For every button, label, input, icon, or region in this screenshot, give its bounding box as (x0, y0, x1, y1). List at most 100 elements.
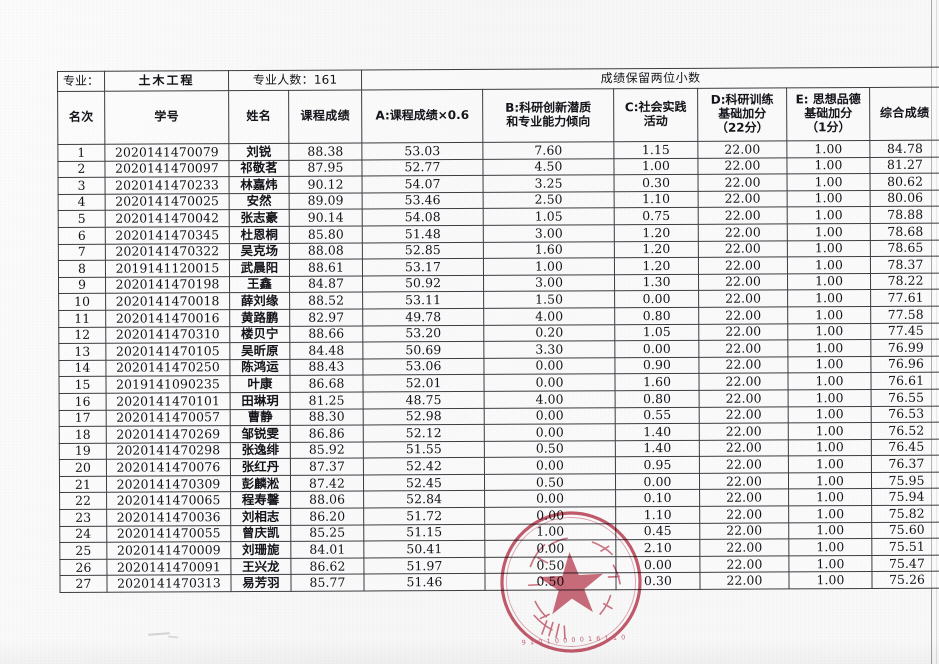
cell-d-training: 22.00 (698, 240, 788, 258)
cell-e-moral: 1.00 (788, 439, 872, 457)
cell-a-weighted: 53.17 (362, 258, 484, 276)
cell-name: 曾庆凯 (230, 525, 291, 542)
cell-name: 薛刘缘 (229, 292, 290, 310)
cell-name: 吴克场 (229, 242, 290, 260)
cell-course-score: 88.38 (288, 143, 362, 160)
cell-b-research: 0.50 (484, 473, 616, 491)
cell-a-weighted: 51.15 (363, 524, 485, 542)
cell-rank: 21 (59, 476, 107, 493)
cell-total: 75.26 (871, 571, 939, 589)
cell-student-id: 2020141470097 (104, 160, 230, 178)
cell-a-weighted: 49.78 (362, 308, 484, 326)
cell-name: 王兴龙 (230, 558, 291, 576)
cell-a-weighted: 50.92 (362, 275, 484, 293)
cell-name: 程寿馨 (230, 491, 291, 509)
cell-course-score: 87.37 (290, 458, 364, 476)
cell-b-research: 1.00 (484, 523, 616, 541)
cell-name: 张红丹 (230, 458, 291, 476)
cell-d-training: 22.00 (699, 522, 789, 540)
header-c-social-practice: C:社会实践 活动 (613, 88, 698, 142)
cell-b-research: 0.20 (483, 324, 615, 342)
cell-d-training: 22.00 (698, 340, 788, 358)
cell-a-weighted: 50.41 (363, 540, 485, 558)
cell-rank: 10 (58, 293, 106, 311)
cell-e-moral: 1.00 (787, 223, 871, 241)
cell-name: 刘珊旎 (230, 541, 291, 559)
cell-total: 76.45 (871, 438, 939, 456)
cell-student-id: 2020141470076 (106, 458, 231, 477)
cell-total: 75.47 (871, 555, 939, 572)
cell-e-moral: 1.00 (788, 505, 872, 523)
cell-total: 80.06 (870, 189, 939, 207)
cell-b-research: 0.00 (484, 423, 616, 442)
cell-course-score: 88.06 (290, 491, 364, 509)
cell-total: 76.99 (870, 339, 939, 357)
cell-e-moral: 1.00 (788, 372, 872, 390)
cell-rank: 20 (59, 459, 107, 477)
cell-total: 84.78 (869, 140, 939, 158)
cell-name: 吴昕原 (229, 342, 290, 360)
cell-total: 76.55 (871, 389, 939, 407)
cell-d-training: 22.00 (697, 140, 787, 158)
cell-course-score: 87.95 (288, 159, 363, 177)
cell-d-training: 22.00 (699, 539, 789, 557)
cell-total: 75.94 (871, 488, 939, 506)
cell-a-weighted: 53.46 (362, 192, 484, 210)
cell-name: 楼贝宁 (229, 325, 290, 343)
cell-course-score: 88.66 (289, 325, 363, 343)
cell-name: 邹锐雯 (230, 425, 291, 443)
cell-d-training: 22.00 (698, 190, 788, 208)
cell-e-moral: 1.00 (787, 339, 871, 357)
cell-e-moral: 1.00 (788, 472, 872, 490)
cell-d-training: 22.00 (698, 223, 788, 241)
cell-c-practice: 1.20 (614, 224, 699, 242)
cell-d-training: 22.00 (699, 456, 789, 474)
cell-b-research: 0.50 (484, 573, 617, 591)
header-c-line2: 活动 (643, 114, 668, 129)
cell-a-weighted: 52.12 (363, 424, 485, 442)
cell-e-moral: 1.00 (788, 555, 872, 573)
cell-b-research: 1.05 (483, 208, 615, 226)
cell-c-practice: 0.00 (614, 290, 699, 308)
cell-rank: 17 (59, 409, 107, 427)
cell-c-practice: 1.20 (614, 257, 699, 275)
cell-c-practice: 1.30 (614, 274, 699, 292)
cell-course-score: 84.01 (290, 541, 364, 559)
cell-total: 78.68 (870, 223, 939, 241)
cell-e-moral: 1.00 (787, 240, 871, 258)
cell-e-moral: 1.00 (788, 422, 872, 440)
cell-b-research: 4.00 (483, 307, 615, 325)
cell-course-score: 87.42 (290, 474, 364, 492)
cell-total: 76.53 (871, 405, 939, 423)
cell-course-score: 85.77 (290, 574, 365, 592)
cell-c-practice: 1.05 (614, 323, 699, 341)
cell-name: 黄路鹏 (229, 309, 290, 327)
cell-course-score: 88.43 (289, 358, 364, 376)
cell-rank: 9 (58, 277, 106, 294)
cell-d-training: 22.00 (699, 439, 789, 457)
cell-course-score: 90.14 (289, 209, 363, 227)
header-course-score: 课程成绩 (288, 90, 362, 144)
cell-name: 刘相志 (230, 508, 291, 526)
cell-b-research: 0.00 (484, 407, 616, 425)
cell-course-score: 86.68 (289, 375, 364, 393)
cell-b-research: 3.30 (483, 340, 615, 359)
cell-d-training: 22.00 (699, 406, 789, 424)
cell-b-research: 0.00 (484, 540, 616, 558)
cell-rank: 8 (58, 260, 106, 278)
cell-b-research: 1.00 (483, 257, 615, 276)
cell-c-practice: 1.00 (613, 157, 699, 175)
cell-b-research: 1.60 (483, 241, 615, 259)
cell-e-moral: 1.00 (787, 289, 871, 307)
score-table-body: 1 2020141470079 刘锐 88.38 53.03 7.60 1.15 22.00 1… (57, 140, 939, 593)
cell-a-weighted: 54.07 (362, 175, 484, 193)
cell-e-moral: 1.00 (788, 571, 873, 589)
major-label: 专业： (57, 71, 105, 92)
cell-rank: 25 (59, 542, 107, 560)
header-b-research-potential: B:科研创新潜质 和专业能力倾向 (482, 88, 614, 143)
cell-total: 78.22 (870, 272, 939, 290)
cell-course-score: 89.09 (289, 192, 363, 210)
cell-rank: 19 (59, 442, 107, 460)
cell-c-practice: 1.40 (615, 423, 700, 441)
cell-student-id: 2020141470036 (106, 508, 231, 526)
